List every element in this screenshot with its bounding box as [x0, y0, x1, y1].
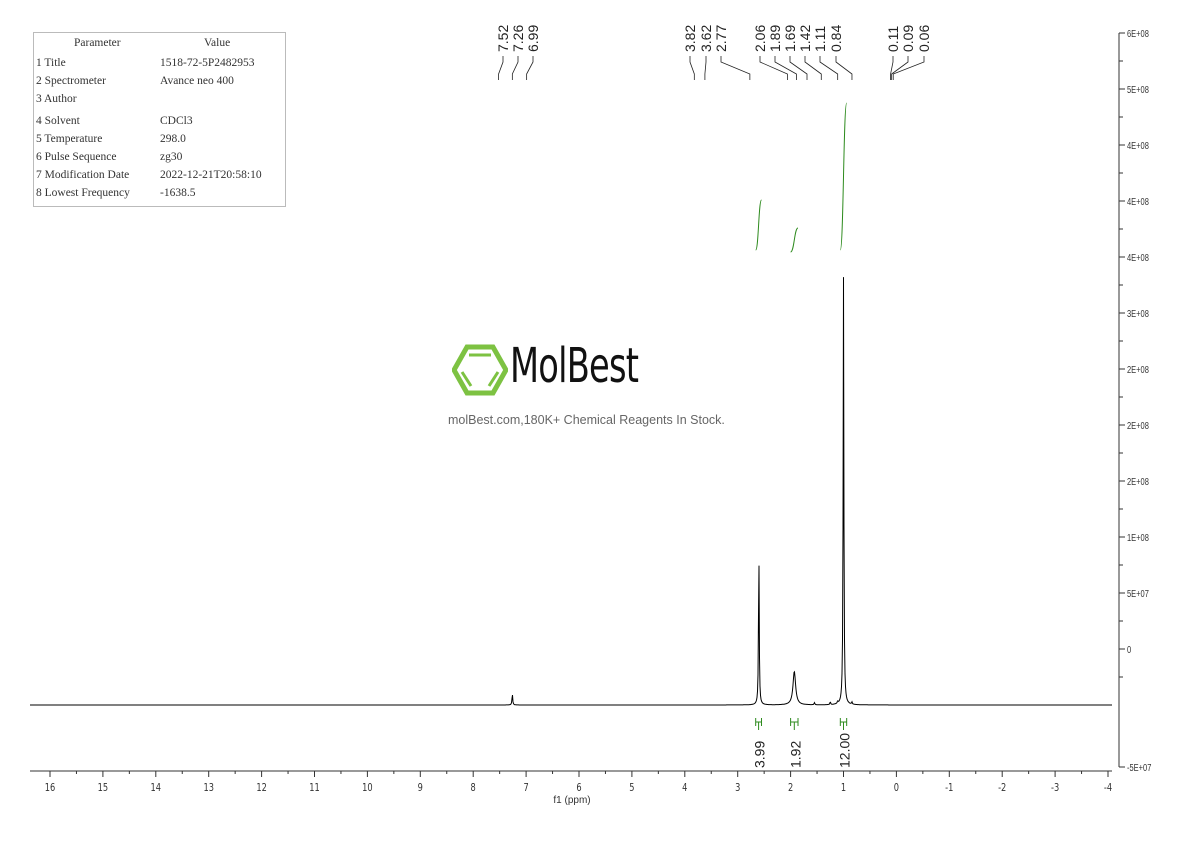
- peak-label: 0.06: [916, 25, 932, 52]
- integral-curve: [790, 227, 799, 253]
- peak-label: 0.11: [885, 26, 901, 52]
- integral-curve: [839, 102, 848, 251]
- peak-label-leader: [498, 56, 504, 80]
- param-value: -1638.5: [160, 187, 196, 199]
- peak-label: 1.89: [767, 25, 783, 52]
- peak-label: 7.26: [510, 25, 526, 52]
- x-tick-label: -1: [945, 782, 953, 794]
- param-header: Parameter: [74, 37, 121, 49]
- peak-label: 1.42: [797, 25, 813, 52]
- x-tick-label: 12: [256, 782, 267, 794]
- peak-label-leader: [774, 56, 797, 80]
- param-label: 1 Title: [36, 57, 66, 69]
- y-tick-label: 6E+08: [1127, 28, 1149, 39]
- y-tick-label: 5E+07: [1127, 588, 1149, 599]
- param-label: 3 Author: [36, 93, 77, 105]
- y-tick-label: 2E+08: [1127, 476, 1149, 487]
- peak-label: 1.11: [812, 26, 828, 52]
- x-tick-label: -4: [1104, 782, 1112, 794]
- x-tick-label: 14: [151, 782, 162, 794]
- x-tick-label: 8: [471, 782, 476, 794]
- param-value: 1518-72-5P2482953: [160, 57, 255, 69]
- x-tick-label: 6: [576, 782, 581, 794]
- y-tick-label: 0: [1127, 644, 1131, 655]
- param-value: Avance neo 400: [160, 75, 234, 87]
- y-tick-label: 4E+08: [1127, 140, 1149, 151]
- y-tick-label: 2E+08: [1127, 364, 1149, 375]
- peak-label-leader: [891, 56, 909, 80]
- y-tick-label: 4E+08: [1127, 196, 1149, 207]
- param-value: zg30: [160, 151, 183, 163]
- x-tick-label: -2: [998, 782, 1006, 794]
- x-tick-label: 5: [629, 782, 634, 794]
- integral-value: 1.92: [787, 741, 803, 768]
- integral-bracket: [790, 718, 799, 730]
- integral-curve: [755, 199, 762, 251]
- x-tick-label: 10: [362, 782, 373, 794]
- y-tick-label: 4E+08: [1127, 252, 1149, 263]
- peak-label: 2.06: [752, 25, 768, 52]
- param-value: 2022-12-21T20:58:10: [160, 169, 262, 181]
- param-label: 8 Lowest Frequency: [36, 187, 130, 199]
- molbest-logo: MolBest: [452, 338, 672, 396]
- peak-label: 3.82: [682, 25, 698, 52]
- x-tick-label: 7: [523, 782, 528, 794]
- integral-value: 12.00: [837, 733, 853, 768]
- peak-label: 1.69: [782, 25, 798, 52]
- x-tick-label: 15: [98, 782, 109, 794]
- param-label: 6 Pulse Sequence: [36, 151, 117, 163]
- peak-label-leader: [804, 56, 822, 80]
- watermark-tagline: molBest.com,180K+ Chemical Reagents In S…: [448, 413, 725, 427]
- peak-label-leader: [835, 56, 853, 80]
- peak-label: 0.84: [828, 25, 844, 52]
- peak-label-leader: [511, 56, 519, 80]
- y-tick-label: 1E+08: [1127, 532, 1149, 543]
- y-tick-label: 5E+08: [1127, 84, 1149, 95]
- y-tick-label: 3E+08: [1127, 308, 1149, 319]
- peak-label-leader: [890, 56, 894, 80]
- param-label: 2 Spectrometer: [36, 75, 106, 87]
- x-tick-label: 13: [203, 782, 214, 794]
- peak-label-leader: [704, 56, 707, 80]
- parameter-table: Parameter Value 1 Title 1518-72-5P2482953…: [33, 32, 286, 207]
- brand-name: MolBest: [510, 338, 639, 394]
- x-axis-label: f1 (ppm): [553, 795, 590, 806]
- x-tick-label: 16: [45, 782, 56, 794]
- x-tick-label: 1: [841, 782, 846, 794]
- peak-label: 6.99: [525, 25, 541, 52]
- spectrum-line: [30, 277, 1112, 706]
- value-header: Value: [204, 37, 231, 49]
- y-tick-label: -5E+07: [1127, 762, 1151, 773]
- peak-label: 7.52: [495, 25, 511, 52]
- integral-value: 3.99: [752, 741, 768, 768]
- x-tick-label: 4: [682, 782, 687, 794]
- param-value: CDCl3: [160, 115, 193, 127]
- x-tick-label: 2: [788, 782, 793, 794]
- x-tick-label: 9: [418, 782, 423, 794]
- x-tick-label: 11: [309, 782, 320, 794]
- integral-bracket: [755, 718, 763, 730]
- x-tick-label: 3: [735, 782, 740, 794]
- peak-label: 0.09: [900, 25, 916, 52]
- peak-label: 2.77: [713, 25, 729, 52]
- y-tick-label: 2E+08: [1127, 420, 1149, 431]
- peak-label-leader: [526, 56, 534, 80]
- peak-label: 3.62: [698, 25, 714, 52]
- peak-label-leader: [720, 56, 751, 80]
- peak-label-leader: [789, 56, 808, 80]
- benzene-logo-icon: [452, 344, 508, 396]
- param-label: 5 Temperature: [36, 133, 103, 145]
- peak-label-leader: [819, 56, 839, 80]
- peak-label-leader: [759, 56, 788, 80]
- integral-bracket: [839, 718, 848, 730]
- param-label: 7 Modification Date: [36, 169, 130, 181]
- x-tick-label: -3: [1051, 782, 1059, 794]
- peak-label-leader: [689, 56, 695, 80]
- x-tick-label: 0: [894, 782, 899, 794]
- param-label: 4 Solvent: [36, 115, 80, 127]
- param-value: 298.0: [160, 133, 186, 145]
- peak-label-leader: [892, 56, 925, 80]
